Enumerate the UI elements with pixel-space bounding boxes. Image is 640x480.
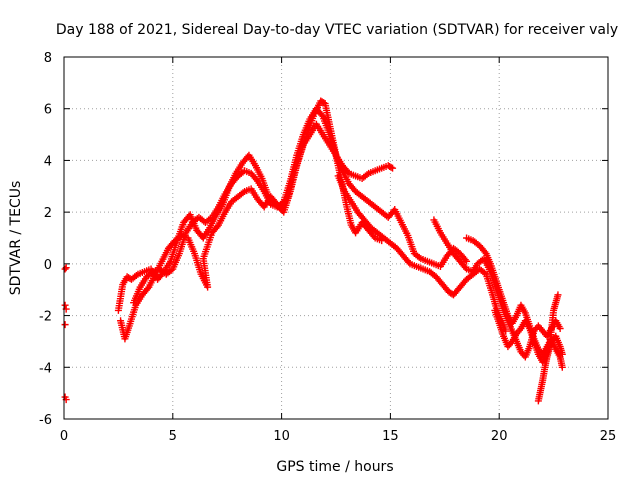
data-point-marker bbox=[61, 301, 69, 309]
data-point-marker bbox=[252, 176, 260, 184]
series-track-h bbox=[534, 291, 562, 405]
data-point-marker bbox=[148, 269, 156, 277]
y-tick-label: -2 bbox=[39, 310, 52, 325]
y-tick-labels: -6 -4 -2 0 2 4 6 8 bbox=[39, 51, 52, 428]
y-tick-label: 2 bbox=[44, 206, 52, 221]
y-tick-label: -6 bbox=[39, 413, 52, 428]
data-points bbox=[61, 97, 566, 405]
series-early-isolated bbox=[61, 264, 70, 404]
y-tick-label: 8 bbox=[44, 51, 52, 66]
y-tick-label: 4 bbox=[44, 154, 52, 169]
data-point-marker bbox=[167, 266, 175, 274]
x-tick-label: 15 bbox=[382, 429, 399, 444]
data-point-marker bbox=[61, 265, 69, 273]
x-tick-labels: 0 5 10 15 20 25 bbox=[60, 429, 616, 444]
data-point-marker bbox=[61, 321, 69, 329]
x-tick-label: 20 bbox=[491, 429, 508, 444]
x-axis-label: GPS time / hours bbox=[276, 459, 393, 475]
data-point-marker bbox=[556, 325, 564, 332]
data-point-marker bbox=[463, 257, 471, 265]
y-tick-label: 6 bbox=[44, 103, 52, 118]
y-tick-label: 0 bbox=[44, 258, 52, 273]
data-point-marker bbox=[318, 111, 326, 119]
data-point-marker bbox=[363, 171, 371, 179]
data-point-marker bbox=[558, 363, 566, 371]
plot-border bbox=[63, 56, 609, 420]
x-tick-label: 0 bbox=[60, 429, 68, 444]
data-point-marker bbox=[389, 164, 397, 172]
data-point-marker bbox=[387, 163, 395, 171]
y-tick-label: -4 bbox=[39, 361, 52, 376]
data-point-marker bbox=[481, 269, 489, 277]
data-point-marker bbox=[213, 223, 221, 231]
data-point-marker bbox=[239, 189, 247, 197]
data-point-marker bbox=[144, 285, 152, 293]
data-point-marker bbox=[278, 199, 286, 207]
x-tick-label: 25 bbox=[600, 429, 617, 444]
data-point-marker bbox=[554, 291, 562, 299]
data-point-marker bbox=[132, 271, 140, 279]
x-tick-label: 10 bbox=[273, 429, 290, 444]
data-point-marker bbox=[415, 253, 423, 261]
data-point-marker bbox=[481, 248, 489, 256]
data-point-marker bbox=[461, 256, 469, 264]
data-point-marker bbox=[558, 350, 566, 358]
y-axis-label: SDTVAR / TECUs bbox=[8, 181, 24, 296]
chart-title: Day 188 of 2021, Sidereal Day-to-day VTE… bbox=[56, 22, 618, 38]
series-track-c bbox=[130, 105, 471, 307]
x-tick-label: 5 bbox=[169, 429, 177, 444]
